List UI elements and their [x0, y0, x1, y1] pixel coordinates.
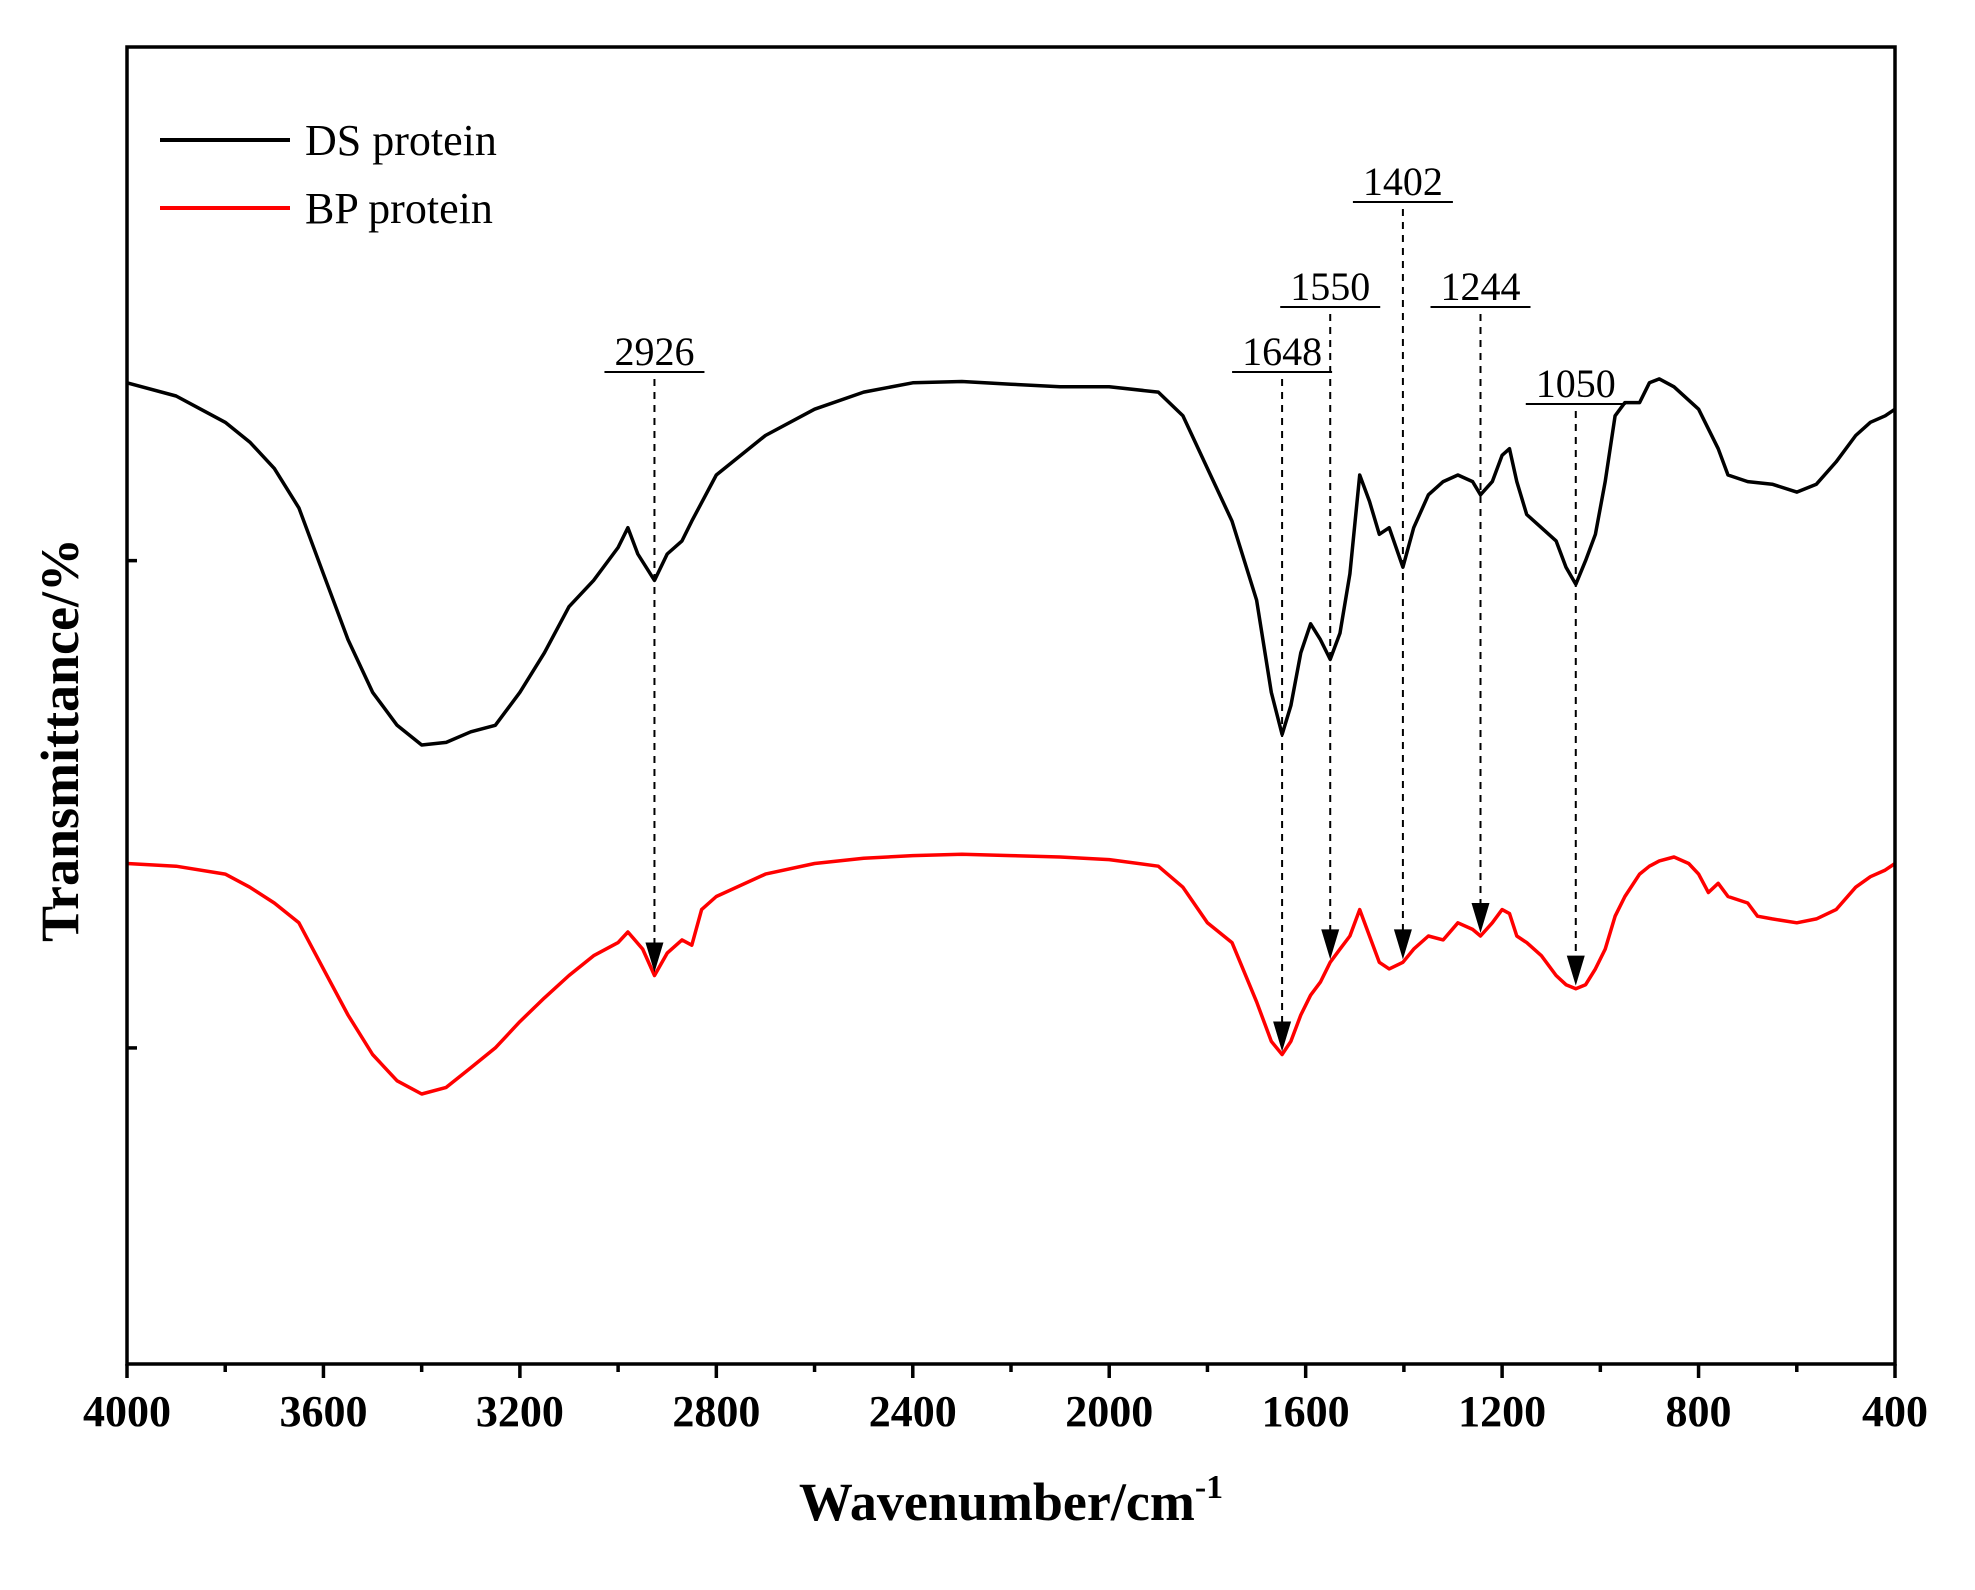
annotation-1244: 1244 — [1430, 264, 1531, 933]
x-axis-ticks: 4000 3600 3200 2800 2400 2000 1600 1200 800 400 — [83, 1364, 1928, 1436]
x-axis-title-superscript: -1 — [1195, 1469, 1223, 1506]
annotation-2926: 2926 — [604, 329, 705, 973]
annotation-arrowhead-1648 — [1273, 1021, 1292, 1052]
x-tick-label-3600: 3600 — [279, 1387, 367, 1436]
legend-label-ds-protein: DS protein — [305, 116, 497, 165]
annotation-label-1648: 1648 — [1242, 329, 1322, 374]
annotation-1050: 1050 — [1525, 361, 1626, 986]
y-axis-ticks — [127, 558, 137, 1050]
annotation-label-1244: 1244 — [1441, 264, 1521, 309]
annotation-1648: 1648 — [1232, 329, 1333, 1052]
annotation-arrowhead-2926 — [645, 942, 664, 973]
x-tick-label-1600: 1600 — [1262, 1387, 1350, 1436]
annotation-label-1550: 1550 — [1290, 264, 1370, 309]
x-tick-label-2800: 2800 — [672, 1387, 760, 1436]
x-tick-label-3200: 3200 — [476, 1387, 564, 1436]
annotation-1550: 1550 — [1280, 264, 1381, 960]
legend: DS protein BP protein — [160, 116, 497, 233]
annotation-label-1402: 1402 — [1363, 159, 1443, 204]
annotation-1402: 1402 — [1352, 159, 1453, 960]
legend-label-bp-protein: BP protein — [305, 184, 493, 233]
x-tick-label-400: 400 — [1862, 1387, 1928, 1436]
annotation-arrowhead-1244 — [1471, 902, 1490, 933]
series-layer — [126, 377, 1896, 1096]
annotation-layer: 2926 1648 1550 1402 1244 1050 — [604, 159, 1626, 1052]
annotation-arrowhead-1050 — [1566, 955, 1585, 986]
plot-frame — [125, 45, 1897, 1366]
x-tick-label-4000: 4000 — [83, 1387, 171, 1436]
annotation-arrowhead-1402 — [1393, 929, 1412, 960]
x-tick-label-1200: 1200 — [1458, 1387, 1546, 1436]
series-line-ds-protein — [126, 377, 1896, 747]
annotation-arrowhead-1550 — [1321, 929, 1340, 960]
series-line-bp-protein — [126, 852, 1896, 1096]
x-axis-title: Wavenumber/cm-1 — [799, 1469, 1223, 1532]
x-tick-label-2400: 2400 — [869, 1387, 957, 1436]
x-tick-label-800: 800 — [1666, 1387, 1732, 1436]
y-axis-title: Transmittance/% — [30, 538, 90, 942]
x-axis-title-main: Wavenumber/cm — [799, 1472, 1195, 1532]
x-tick-label-2000: 2000 — [1065, 1387, 1153, 1436]
annotation-label-2926: 2926 — [614, 329, 694, 374]
annotation-label-1050: 1050 — [1536, 361, 1616, 406]
